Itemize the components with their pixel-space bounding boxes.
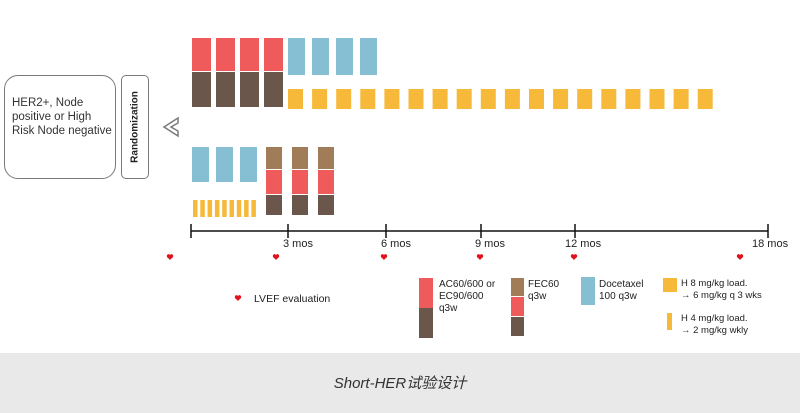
fec-legend-swatch [511, 317, 524, 336]
docetaxel-legend-line: Docetaxel [599, 279, 644, 290]
ac-legend-line: EC90/600 [439, 291, 484, 302]
fec-cycle-block [292, 147, 308, 169]
docetaxel-cycle-block [192, 147, 209, 182]
trastuzumab-q3w-legend-line: H 8 mg/kg load. [681, 278, 748, 289]
docetaxel-legend-line: 100 q3w [599, 291, 637, 302]
trastuzumab-weekly-legend-line: H 4 mg/kg load. [681, 313, 748, 324]
docetaxel-cycle-block [312, 38, 329, 75]
trastuzumab-weekly-bar [251, 200, 256, 217]
docetaxel-legend-swatch [581, 277, 595, 305]
heart-icon [476, 254, 484, 261]
trastuzumab-weekly-bar [244, 200, 249, 217]
caption-bar [0, 353, 800, 413]
trastuzumab-weekly-legend-swatch [667, 313, 672, 330]
trastuzumab-weekly-bar [193, 200, 198, 217]
trastuzumab-weekly-bar [207, 200, 213, 217]
trastuzumab-q3w-block [336, 89, 352, 109]
trastuzumab-q3w-block [649, 89, 665, 109]
fec-cycle-block [266, 195, 282, 215]
fec-cycle-block [292, 170, 308, 194]
fec-cycle-block [266, 147, 282, 169]
docetaxel-cycle-block [216, 147, 233, 182]
fec-legend-line: q3w [528, 291, 547, 302]
randomization-label: Randomization [129, 91, 141, 163]
arm-b-docetaxel-cycles [192, 147, 257, 182]
fec-cycle-block [318, 170, 334, 194]
trastuzumab-weekly-legend-line: → 2 mg/kg wkly [681, 325, 749, 336]
tick-label-3-mos: 3 mos [283, 238, 313, 250]
trastuzumab-q3w-block [360, 89, 376, 109]
fec-legend-swatch [511, 278, 524, 296]
tick-label-9-mos: 9 mos [475, 238, 505, 250]
trastuzumab-weekly-bar [214, 200, 220, 217]
arm-a-trastuzumab-cycles [288, 89, 713, 109]
docetaxel-cycle-block [360, 38, 377, 75]
trastuzumab-q3w-legend-line: → 6 mg/kg q 3 wks [681, 290, 762, 301]
lvef-legend-label: LVEF evaluation [254, 293, 331, 305]
heart-icon [570, 254, 578, 261]
trastuzumab-q3w-block [504, 89, 520, 109]
trastuzumab-q3w-block [456, 89, 472, 109]
trastuzumab-q3w-block [312, 89, 328, 109]
trastuzumab-q3w-block [408, 89, 424, 109]
docetaxel-cycle-block [240, 147, 257, 182]
arm-b-weekly-trastuzumab [193, 200, 256, 217]
trastuzumab-q3w-block [529, 89, 544, 109]
heart-icon [166, 254, 174, 261]
fec-cycle-block [318, 195, 334, 215]
trastuzumab-q3w-legend-swatch [663, 278, 677, 292]
randomization-box [121, 75, 149, 179]
ac-cycle-block [264, 38, 283, 71]
arm-a-ac-cycles [192, 38, 283, 107]
population-label: HER2+, Node positive or High Risk Node n… [12, 97, 112, 137]
trastuzumab-q3w-block [625, 89, 641, 109]
heart-icon [380, 254, 388, 261]
ac-cycle-block [240, 72, 259, 107]
heart-icon [736, 254, 744, 261]
figure-caption: Short-HER试验设计 [333, 375, 467, 392]
docetaxel-cycle-block [288, 38, 305, 75]
trastuzumab-q3w-block [601, 89, 617, 109]
trastuzumab-weekly-bar [236, 200, 242, 217]
trastuzumab-q3w-block [553, 89, 569, 109]
heart-icon [234, 295, 242, 302]
trastuzumab-q3w-block [673, 89, 689, 109]
chevron-left-icon [162, 116, 179, 138]
trastuzumab-q3w-block [288, 89, 303, 109]
trastuzumab-q3w-block [432, 89, 448, 109]
heart-icon [272, 254, 280, 261]
ac-legend-line: AC60/600 or [439, 279, 496, 290]
docetaxel-cycle-block [336, 38, 353, 75]
ac-cycle-block [192, 38, 211, 71]
arm-a-docetaxel-cycles [288, 38, 377, 75]
fec-legend-line: FEC60 [528, 279, 560, 290]
ac-legend-line: q3w [439, 303, 458, 314]
fec-cycle-block [292, 195, 308, 215]
arm-b-fec-cycles [266, 147, 334, 215]
ac-cycle-block [240, 38, 259, 71]
trastuzumab-weekly-bar [200, 200, 205, 217]
tick-label-18-mos: 18 mos [752, 238, 789, 250]
trastuzumab-weekly-bar [229, 200, 234, 217]
population-box [4, 75, 116, 179]
tick-label-6-mos: 6 mos [381, 238, 411, 250]
trastuzumab-q3w-block [384, 89, 400, 109]
trastuzumab-q3w-block [697, 89, 713, 109]
trastuzumab-q3w-block [480, 89, 496, 109]
diagram-canvas [162, 38, 769, 338]
trastuzumab-weekly-bar [222, 200, 227, 217]
ac-legend-swatch [419, 278, 433, 308]
fec-cycle-block [266, 170, 282, 194]
fec-cycle-block [318, 147, 334, 169]
ac-legend-swatch [419, 308, 433, 338]
ac-cycle-block [216, 38, 235, 71]
trastuzumab-q3w-block [577, 89, 593, 109]
ac-cycle-block [264, 72, 283, 107]
fec-legend-swatch [511, 297, 524, 316]
tick-label-12-mos: 12 mos [565, 238, 602, 250]
ac-cycle-block [216, 72, 235, 107]
legend-swatches [419, 277, 677, 338]
ac-cycle-block [192, 72, 211, 107]
